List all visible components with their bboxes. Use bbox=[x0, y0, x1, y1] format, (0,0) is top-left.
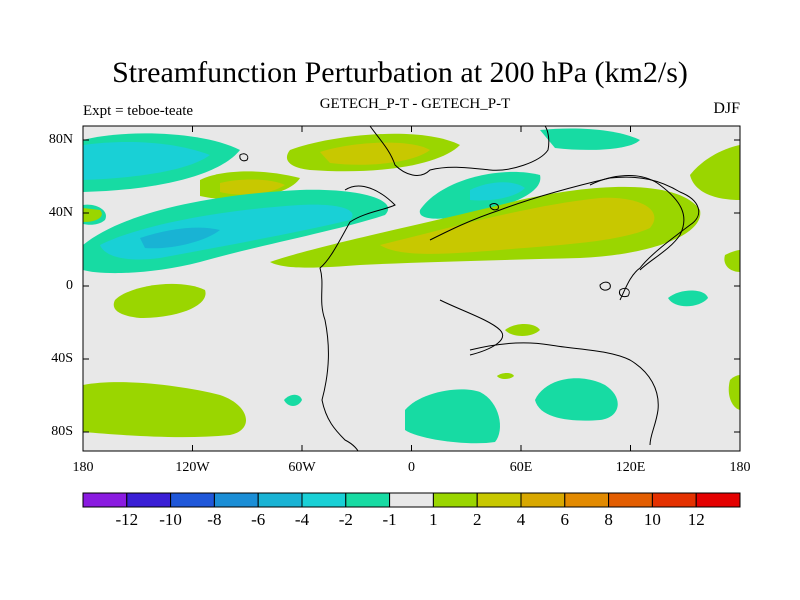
colorbar-swatch bbox=[126, 492, 172, 508]
coastline-south-continent bbox=[469, 342, 659, 446]
colorbar-label: 10 bbox=[643, 510, 661, 529]
contour-neg1-south-central bbox=[405, 389, 500, 444]
coastline-americas bbox=[319, 185, 396, 451]
contour-pos1-south-tiny bbox=[497, 373, 514, 379]
contour-pos2-equatorial bbox=[380, 197, 655, 254]
colorbar-swatch bbox=[257, 492, 303, 508]
experiment-label: Expt = teboe-teate bbox=[83, 103, 194, 119]
lon-label: 0 bbox=[408, 460, 415, 475]
island-1 bbox=[599, 281, 611, 291]
coastline-north bbox=[369, 126, 550, 176]
lat-label: 80S bbox=[51, 424, 73, 439]
contour-neg1-south-east-small bbox=[668, 290, 708, 307]
colorbar-swatch bbox=[520, 492, 566, 508]
island-2 bbox=[619, 287, 630, 298]
colorbar-swatch bbox=[389, 492, 434, 508]
colorbar-label: -12 bbox=[115, 510, 139, 529]
colorbar-swatch bbox=[213, 492, 259, 508]
contour-neg1-south-small bbox=[284, 394, 302, 406]
colorbar-swatch bbox=[695, 492, 741, 508]
contour-pos1-southwest bbox=[113, 283, 206, 318]
coastline-south-inner bbox=[439, 299, 503, 356]
lat-label: 0 bbox=[66, 278, 73, 293]
colorbar-swatch bbox=[564, 492, 610, 508]
contour-neg2-north-central bbox=[470, 182, 525, 201]
island-4 bbox=[489, 203, 499, 211]
colorbar-swatch bbox=[608, 492, 653, 508]
colorbar-label: 4 bbox=[516, 510, 526, 529]
lat-label: 40N bbox=[48, 205, 73, 220]
colorbar-label: -2 bbox=[338, 510, 353, 529]
lon-label: 180 bbox=[72, 460, 94, 475]
coastline-eurasia bbox=[429, 176, 700, 301]
coastline-east bbox=[589, 175, 685, 271]
colorbar-label: -8 bbox=[207, 510, 222, 529]
colorbar-label: 12 bbox=[687, 510, 705, 529]
colorbar-swatch bbox=[651, 492, 697, 508]
contour-pos1-south-small bbox=[505, 324, 540, 336]
colorbar-label: 8 bbox=[604, 510, 613, 529]
contour-pos1-south-west bbox=[83, 382, 247, 438]
island-3 bbox=[239, 153, 249, 162]
colorbar-swatch bbox=[476, 492, 522, 508]
colorbar-swatch bbox=[170, 492, 215, 508]
colorbar-label: 2 bbox=[472, 510, 482, 529]
lat-label: 40S bbox=[51, 351, 73, 366]
colorbar-swatch bbox=[345, 492, 391, 508]
contour-neg1-south-central-2 bbox=[535, 378, 618, 421]
colorbar-swatch bbox=[82, 492, 128, 508]
colorbar-swatch bbox=[432, 492, 478, 508]
map-title: Streamfunction Perturbation at 200 hPa (… bbox=[112, 56, 688, 89]
contour-neg2-north-west bbox=[83, 142, 210, 180]
lat-label: 80N bbox=[48, 132, 73, 147]
colorbar-swatch bbox=[301, 492, 347, 508]
contour-pos2-north-2 bbox=[220, 179, 285, 195]
contour-pos2-north bbox=[320, 142, 430, 165]
lon-label: 60W bbox=[288, 460, 316, 475]
contour-pos1-west-edge bbox=[83, 208, 102, 222]
contour-neg1-north-east bbox=[540, 128, 640, 150]
colorbar-label: 1 bbox=[429, 510, 438, 529]
dataset-label: GETECH_P-T - GETECH_P-T bbox=[319, 96, 511, 112]
contour-pos1-east-edge bbox=[724, 250, 740, 272]
contour-pos1-south-east-edge bbox=[728, 375, 740, 410]
contour-pos1-east-north bbox=[690, 145, 740, 200]
colorbar-label: -10 bbox=[159, 510, 182, 529]
lon-label: 120E bbox=[615, 460, 646, 475]
contour-neg4-mid bbox=[140, 227, 220, 249]
colorbar-label: -6 bbox=[251, 510, 266, 529]
axis-ticks bbox=[82, 126, 741, 451]
lon-label: 120W bbox=[175, 460, 210, 475]
colorbar-label: 6 bbox=[560, 510, 570, 529]
colorbar-label: -4 bbox=[294, 510, 310, 529]
colorbar-label: -1 bbox=[382, 510, 397, 529]
season-label: DJF bbox=[713, 100, 740, 117]
lon-label: 180 bbox=[729, 460, 751, 475]
lon-label: 60E bbox=[509, 460, 533, 475]
